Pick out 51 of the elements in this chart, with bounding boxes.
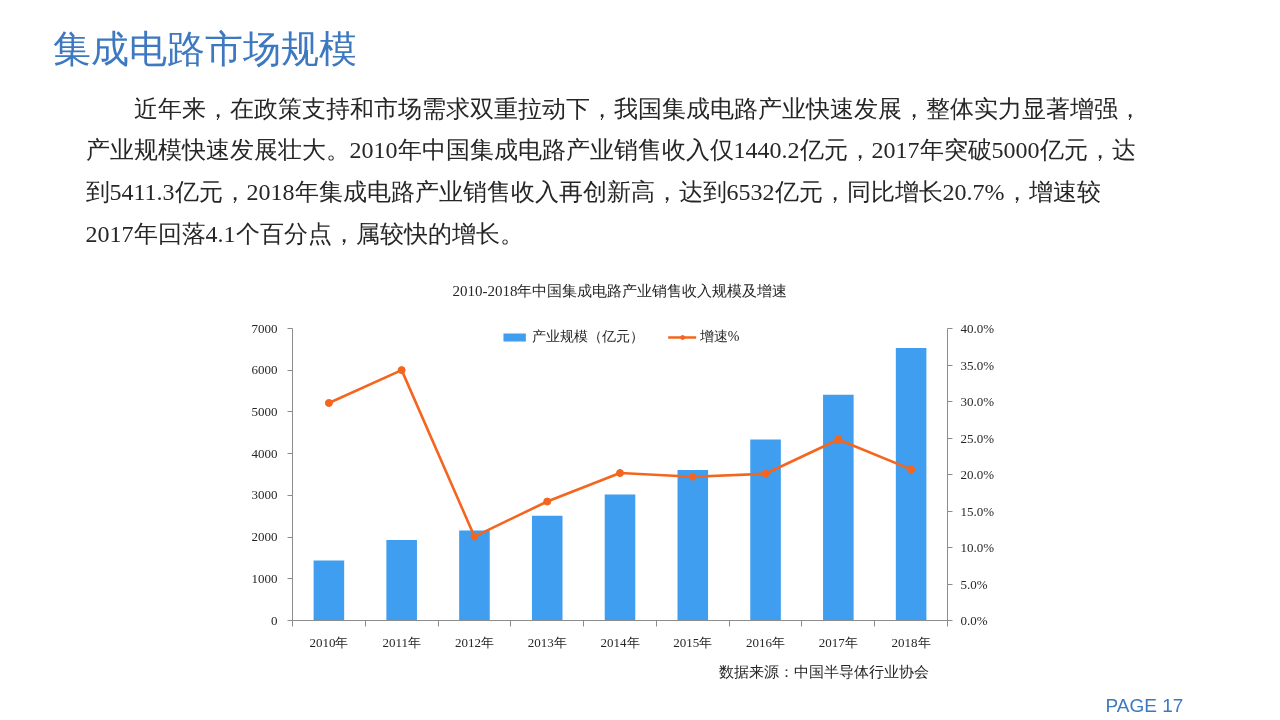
legend-label: 产业规模（亿元） <box>531 328 644 346</box>
y2-tick-label: 5.0% <box>960 576 988 592</box>
text: 近年来，在政策支持和市场需求双重拉动下，我国集成电路产业快速发展，整体实力显著增强，产业规模快速发展壮大。2010年中国集成电路产业销售收入仅1440.2亿元，2017年突破5000亿元，达到5411.3亿元，2018年集成电路产业销售收入再创新高，达到6532亿元，同比增长20.7%，增速较2017年回落4.1个百分点，属较快的增长。 <box>85 95 1142 248</box>
chart-title: 集成电路市场规模 <box>52 27 357 70</box>
point <box>761 469 770 478</box>
bar <box>604 494 636 621</box>
y2-tick-label: 20.0% <box>960 467 995 482</box>
bar <box>313 560 345 621</box>
y-tick-label: 3000 <box>251 487 278 503</box>
y-tick-label: 2000 <box>251 529 278 545</box>
y-tick-label: 5000 <box>251 403 278 419</box>
point <box>907 465 916 474</box>
y2-tick-label: 40.0% <box>960 321 995 336</box>
x-tick-label: 2010年 <box>309 634 349 650</box>
y-tick-label: 0 <box>271 612 278 628</box>
point <box>834 435 843 444</box>
x-tick-label: 2015年 <box>673 634 713 650</box>
point <box>397 366 406 375</box>
y-tick-label: 7000 <box>251 320 278 336</box>
x-tick-label: 2014年 <box>600 634 640 650</box>
x-tick-label: 2016年 <box>746 634 786 650</box>
y2-tick-label: 15.0% <box>960 503 995 519</box>
y2-tick-label: 0.0% <box>960 613 988 628</box>
y-tick-label: 4000 <box>251 445 278 461</box>
x-tick-label: 2012年 <box>454 634 494 650</box>
y-tick-label: 1000 <box>251 570 278 586</box>
bar <box>459 530 490 621</box>
x-tick-label: 2013年 <box>527 634 567 650</box>
bar <box>386 539 417 621</box>
bar <box>823 394 854 621</box>
y2-tick-label: 30.0% <box>960 394 995 409</box>
source-note: 数据来源：中国半导体行业协会 <box>718 663 929 680</box>
x-tick-label: 2018年 <box>891 634 931 650</box>
bar <box>677 469 709 621</box>
y2-tick-label: 35.0% <box>960 357 995 373</box>
bar <box>750 439 781 621</box>
bar <box>531 515 563 621</box>
point <box>543 497 552 506</box>
point <box>616 469 624 478</box>
text: PAGE 17 <box>1105 694 1184 716</box>
y2-tick-label: 10.0% <box>960 540 995 555</box>
y-tick-label: 6000 <box>251 362 278 378</box>
chart-subtitle: 2010-2018年中国集成电路产业销售收入规模及增速 <box>452 282 788 299</box>
bar <box>895 348 927 621</box>
x-tick-label: 2011年 <box>382 634 421 650</box>
legend-label: 增速% <box>699 328 740 346</box>
point <box>688 472 697 481</box>
point <box>324 398 333 407</box>
x-tick-label: 2017年 <box>818 634 858 650</box>
y2-tick-label: 25.0% <box>960 430 995 446</box>
point <box>470 532 479 541</box>
